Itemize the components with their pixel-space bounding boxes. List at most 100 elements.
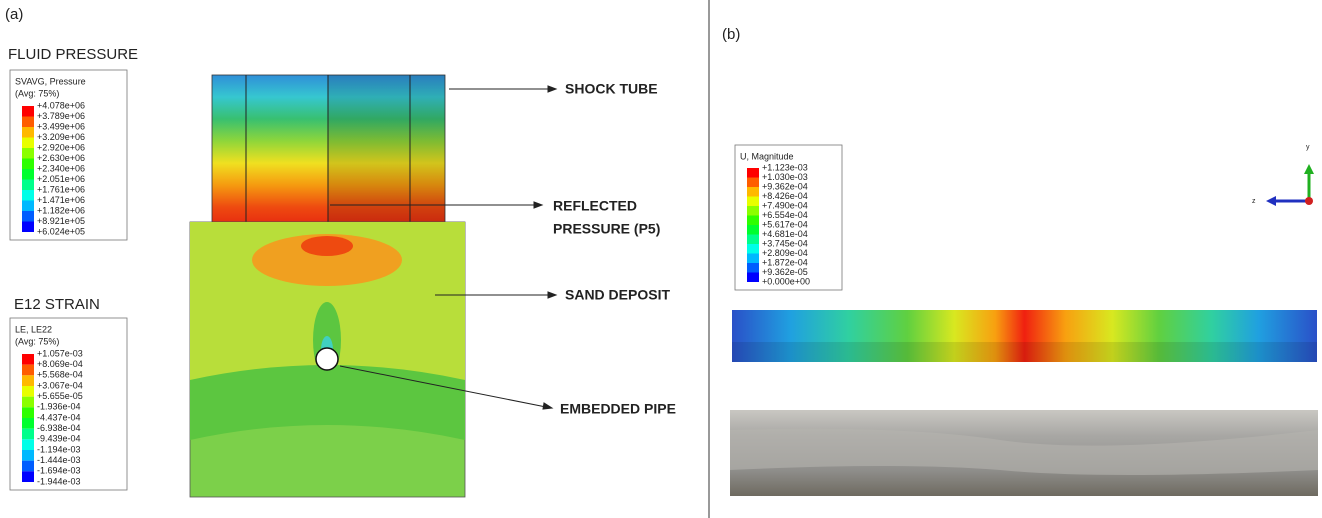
legend-entry: +2.920e+06 <box>37 142 85 152</box>
arrowhead <box>542 402 554 410</box>
legend-swatch <box>22 418 34 429</box>
callouts <box>330 85 558 410</box>
legend-entry: +3.789e+06 <box>37 111 85 121</box>
legend-entry: +3.209e+06 <box>37 132 85 142</box>
arrowhead <box>547 291 558 299</box>
legend-entry: +5.617e-04 <box>762 219 808 229</box>
sand-zone <box>301 236 353 256</box>
legend-swatch <box>22 471 34 482</box>
annotation: EMBEDDED PIPE <box>560 401 676 417</box>
legend-swatch <box>22 179 34 190</box>
legend-swatch <box>747 168 759 178</box>
annotation: SHOCK TUBE <box>565 81 658 97</box>
legend-swatch <box>22 221 34 232</box>
sand-zone <box>190 365 465 440</box>
legend-swatch <box>747 187 759 197</box>
legend-entry: +1.872e-04 <box>762 257 808 267</box>
legend-entry: +6.554e-04 <box>762 210 808 220</box>
legend-entry: +1.471e+06 <box>37 195 85 205</box>
legend-entry: +6.024e+05 <box>37 226 85 236</box>
legend-entry: +8.921e+05 <box>37 216 85 226</box>
legend-swatch <box>747 253 759 263</box>
embedded-pipe <box>315 347 339 371</box>
legend-swatch <box>22 137 34 148</box>
legend-swatch <box>747 206 759 216</box>
legend-entry: -4.437e-04 <box>37 412 81 422</box>
legend-swatch <box>22 407 34 418</box>
legend-swatch <box>22 127 34 138</box>
legend-swatch <box>22 200 34 211</box>
legend-swatch <box>22 211 34 222</box>
legend-entry: +5.568e-04 <box>37 370 83 380</box>
legend-title: FLUID PRESSURE <box>8 46 138 63</box>
legend-entry: +5.655e-05 <box>37 391 83 401</box>
legend-swatch <box>22 148 34 159</box>
tube-shade <box>328 75 445 222</box>
legend-variable: LE, LE22 <box>15 324 52 334</box>
legend-entry: +3.745e-04 <box>762 238 808 248</box>
legend-swatch <box>747 263 759 273</box>
legend-swatch <box>747 196 759 206</box>
legend-averaging: (Avg: 75%) <box>15 336 59 346</box>
legend-swatch <box>22 386 34 397</box>
legend-entry: +8.426e-04 <box>762 191 808 201</box>
legend-swatch <box>22 169 34 180</box>
labels: (a) FLUID PRESSURE SVAVG, Pressure (Avg: 75… <box>5 6 1310 491</box>
legend-swatch <box>22 190 34 201</box>
legend-variable: SVAVG, Pressure <box>15 76 86 86</box>
legend-entry: +9.362e-04 <box>762 181 808 191</box>
legend-swatch <box>747 215 759 225</box>
arrowhead <box>533 201 544 209</box>
legend-swatch <box>22 428 34 440</box>
axis-x <box>1305 197 1313 205</box>
legend-entry: +2.809e-04 <box>762 248 808 258</box>
legend-swatch <box>22 364 34 376</box>
legend-entry: +2.051e+06 <box>37 174 85 184</box>
arrowhead <box>1266 196 1276 206</box>
arrow <box>339 365 547 408</box>
legend-entry: +4.078e+06 <box>37 100 85 110</box>
legend-entry: +1.030e-03 <box>762 172 808 182</box>
legend-swatch <box>22 460 34 472</box>
legend-swatch <box>22 375 34 386</box>
legend-entry: +9.362e-05 <box>762 267 808 277</box>
legend-variable: U, Magnitude <box>740 151 794 161</box>
legend-entry: +7.490e-04 <box>762 200 808 210</box>
legend-swatch <box>22 116 34 127</box>
legend-entry: +1.123e-03 <box>762 162 808 172</box>
legend-entry: +8.069e-04 <box>37 359 83 369</box>
panel-label: (b) <box>722 26 740 43</box>
legend-entry: +1.182e+06 <box>37 205 85 215</box>
legend-entry: +2.340e+06 <box>37 163 85 173</box>
legend-averaging: (Avg: 75%) <box>15 88 59 98</box>
pipe-body <box>730 428 1318 475</box>
legend-entry: +3.067e-04 <box>37 380 83 390</box>
legend-swatch <box>747 225 759 235</box>
legend-swatch <box>22 439 34 450</box>
legend-entry: +2.630e+06 <box>37 153 85 163</box>
sand-zone <box>252 234 402 286</box>
legend-entry: -9.439e-04 <box>37 434 81 444</box>
annotation: REFLECTED <box>553 198 637 214</box>
legend-swatch <box>22 158 34 169</box>
legend-entry: +0.000e+00 <box>762 276 810 286</box>
legend-entry: -1.694e-03 <box>37 466 81 476</box>
legend-entry: +4.681e-04 <box>762 229 808 239</box>
legend-swatch <box>22 450 34 461</box>
annotation: SAND DEPOSIT <box>565 287 670 303</box>
legend-entry: +1.761e+06 <box>37 184 85 194</box>
triad-label: z <box>1252 198 1256 205</box>
legend-swatch <box>22 106 34 117</box>
legend-swatch <box>747 272 759 282</box>
legend-entry: -1.936e-04 <box>37 402 81 412</box>
panel-label: (a) <box>5 6 23 23</box>
triad-label: y <box>1306 144 1310 151</box>
arrowhead <box>547 85 558 93</box>
legend-entry: -1.944e-03 <box>37 476 81 486</box>
legend-entry: +3.499e+06 <box>37 121 85 131</box>
legend-swatch <box>747 244 759 254</box>
legend-swatch <box>747 234 759 244</box>
legend-entry: +1.057e-03 <box>37 348 83 358</box>
legend-entry: -6.938e-04 <box>37 423 81 433</box>
